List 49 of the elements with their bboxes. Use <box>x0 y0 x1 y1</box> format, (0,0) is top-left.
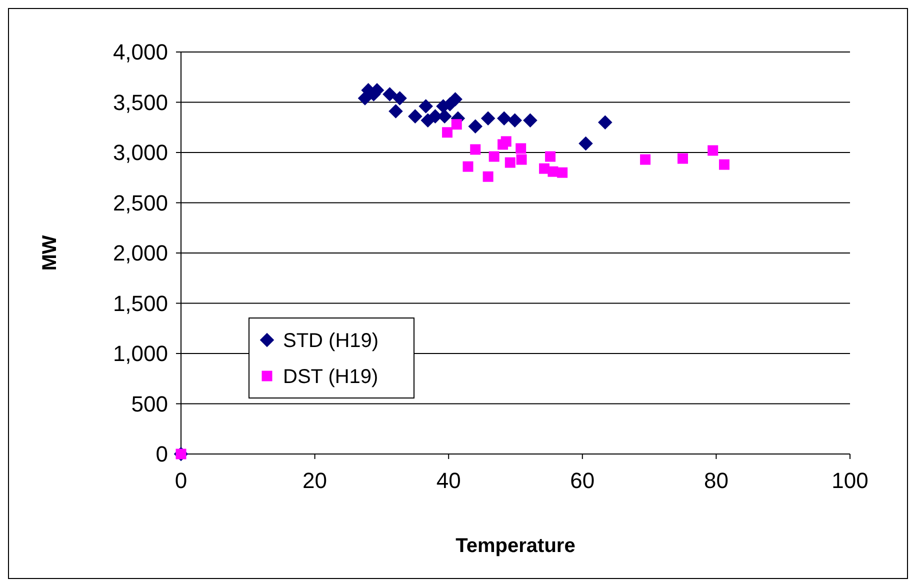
point <box>462 161 474 172</box>
point <box>392 91 407 106</box>
point <box>640 154 651 165</box>
point <box>516 143 526 154</box>
point <box>451 119 462 130</box>
point <box>578 136 593 151</box>
point <box>442 127 453 138</box>
point <box>496 111 512 126</box>
point <box>678 153 688 164</box>
point <box>508 113 522 128</box>
point <box>482 171 494 182</box>
point <box>448 92 462 106</box>
x-tick-label: 60 <box>570 468 595 493</box>
point <box>504 157 516 168</box>
point <box>468 119 482 134</box>
y-axis-title: MW <box>39 235 61 271</box>
x-tick-label: 40 <box>436 468 461 493</box>
point <box>470 144 481 155</box>
point <box>500 136 512 147</box>
point <box>488 151 500 162</box>
point <box>382 87 397 102</box>
point <box>480 111 496 126</box>
legend-label: DST (H19) <box>283 366 378 388</box>
point <box>408 109 422 124</box>
point <box>557 167 568 178</box>
point <box>548 166 558 177</box>
point <box>718 159 730 170</box>
y-tick-label: 1,500 <box>112 290 168 316</box>
point <box>545 151 556 162</box>
x-tick-label: 0 <box>174 468 188 493</box>
y-tick-label: 3,500 <box>112 90 168 115</box>
y-tick-label: 1,000 <box>112 341 168 366</box>
x-tick-label: 20 <box>302 468 328 493</box>
x-tick-label: 100 <box>832 468 868 493</box>
y-tick-label: 500 <box>131 391 168 416</box>
point <box>516 154 527 165</box>
point <box>598 115 612 130</box>
x-axis-title: Temperature <box>456 535 576 557</box>
point <box>708 145 718 156</box>
point <box>388 104 403 118</box>
y-tick-label: 2,000 <box>112 240 168 266</box>
y-tick-label: 2,500 <box>112 190 168 216</box>
point <box>418 99 433 114</box>
y-tick-label: 3,000 <box>112 140 168 166</box>
x-tick-label: 80 <box>704 468 728 493</box>
y-tick-label: 0 <box>156 442 168 467</box>
point <box>523 113 538 128</box>
legend-label: STD (H19) <box>283 330 379 352</box>
y-tick-label: 4,000 <box>112 40 168 65</box>
